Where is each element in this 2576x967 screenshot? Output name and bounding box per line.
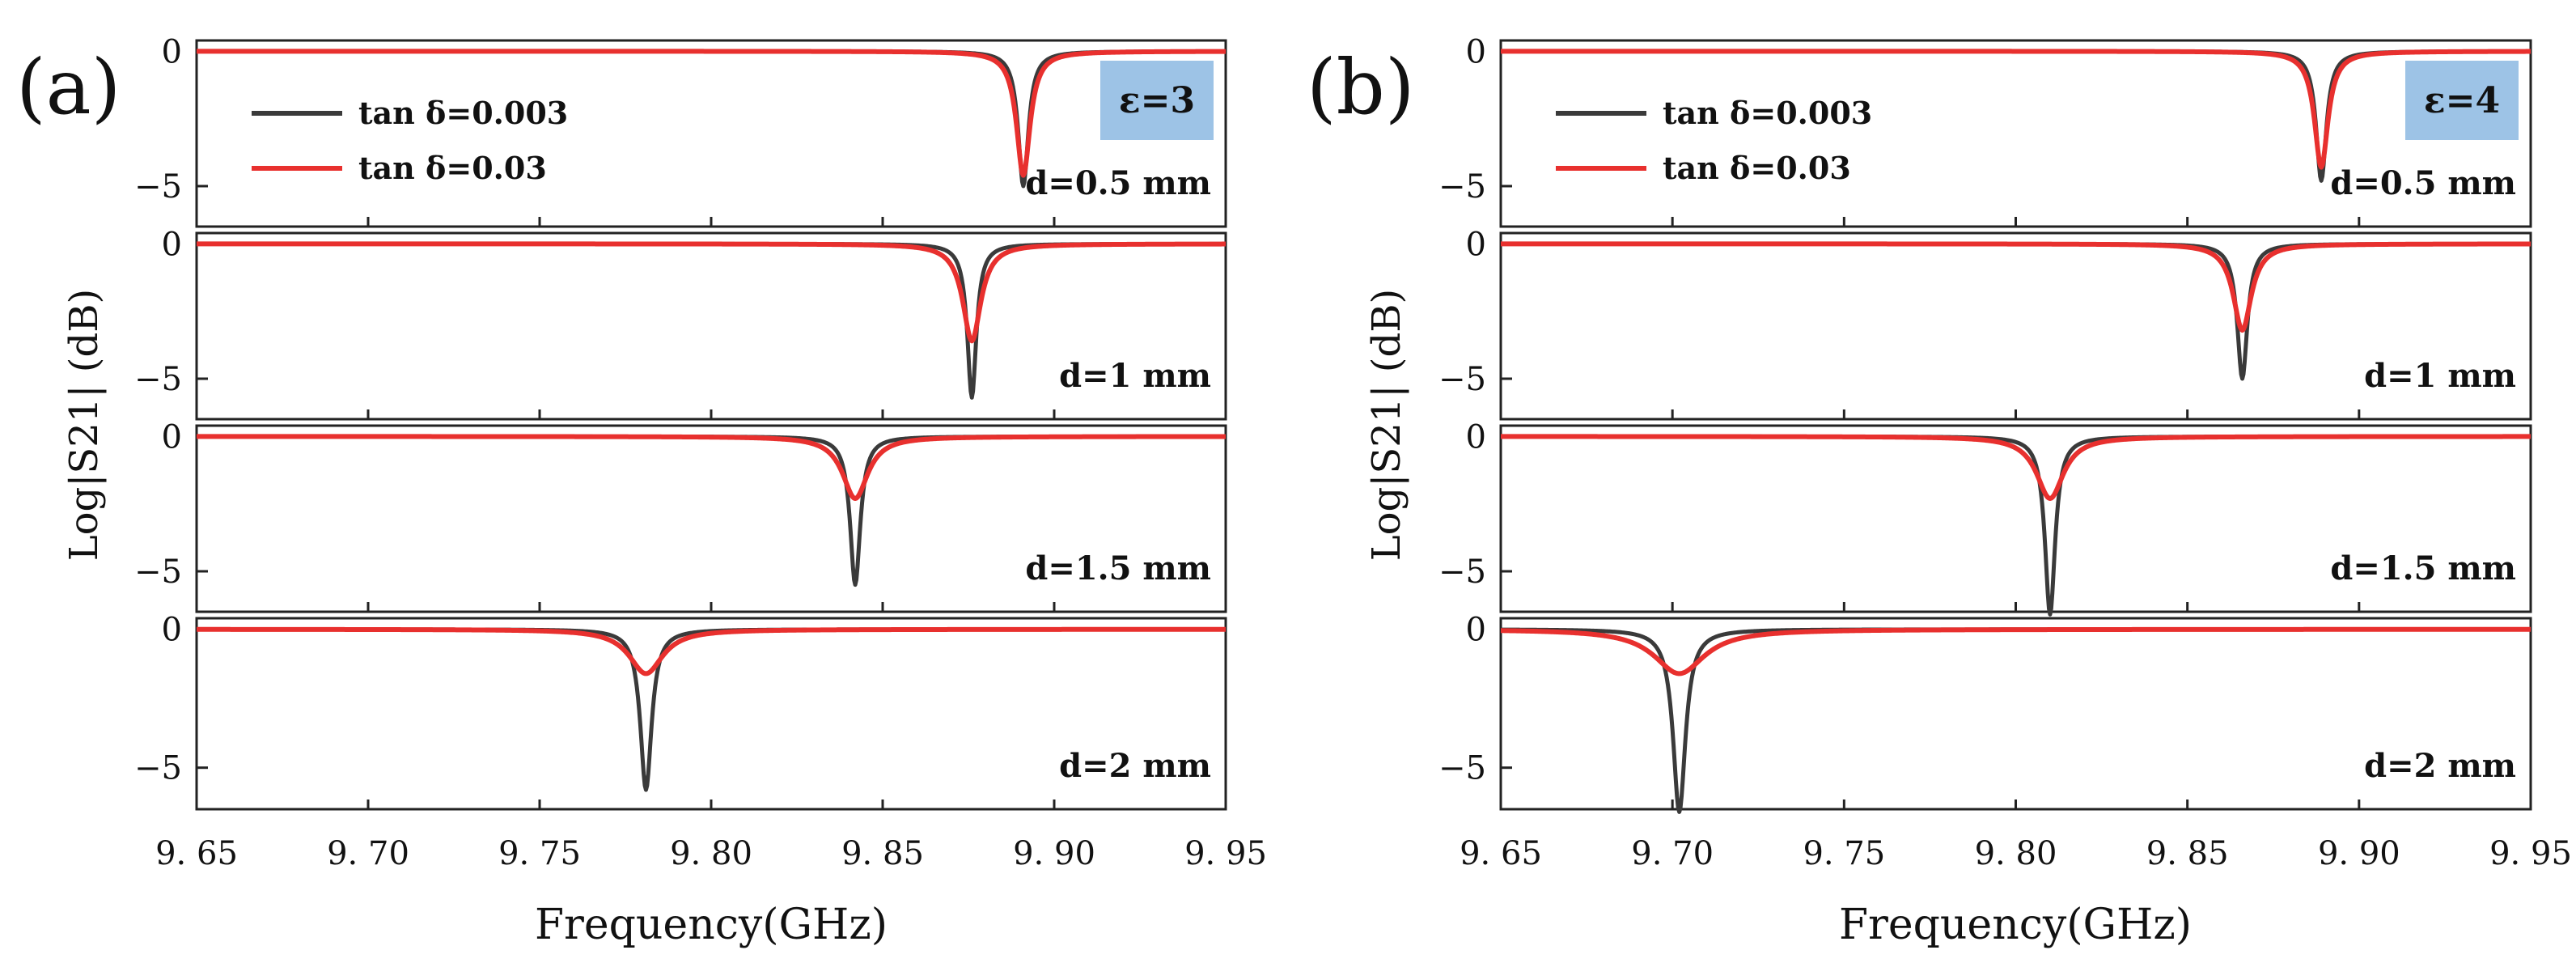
y-tick-label: −5: [134, 750, 182, 787]
thickness-label: d=0.5 mm: [1025, 164, 1211, 202]
x-tick-label: 9. 80: [670, 835, 752, 872]
y-tick-label: −5: [1438, 361, 1486, 398]
epsilon-label: ε=3: [1119, 80, 1195, 121]
series-line-tan-0.03: [195, 49, 1227, 178]
subplot-1: 0 −5 d=0.5 mm: [134, 33, 1227, 228]
plot-frame: [195, 39, 1227, 228]
subplot-4: 0 −5 d=2 mm: [1438, 612, 2532, 814]
thickness-label: d=1 mm: [2364, 357, 2516, 395]
plot-frame: [195, 424, 1227, 613]
series-line-tan-0.03: [1499, 241, 2532, 333]
panel-label: (a): [16, 44, 121, 132]
legend-label: tan δ=0.003: [358, 95, 568, 131]
y-tick-label: −5: [134, 168, 182, 206]
plot-frame: [195, 231, 1227, 421]
series-line-tan-0.03: [1499, 626, 2532, 676]
series-line-tan-0.03: [1499, 434, 2532, 501]
epsilon-badge: [1100, 61, 1214, 140]
subplot-3: 0 −5 d=1.5 mm: [1438, 418, 2532, 617]
subplot-2: 0 −5 d=1 mm: [1438, 226, 2532, 421]
x-tick-label: 9. 90: [1013, 835, 1095, 872]
x-axis-label: Frequency(GHz): [535, 901, 888, 949]
x-tick-label: 9. 95: [1184, 835, 1267, 872]
y-tick-label: 0: [162, 612, 182, 649]
series-line-tan-0.03: [195, 626, 1227, 676]
panel-a: (a) 0 −5 d=0.5 mm 0 −5 d=1 mm 0 −5 d=1.5 mm 0 −5 d=2…: [16, 33, 1267, 949]
x-tick-label: 9. 75: [1803, 835, 1885, 872]
epsilon-badge: [2405, 61, 2519, 140]
panel-label: (b): [1307, 44, 1415, 132]
x-tick-label: 9. 90: [2318, 835, 2400, 872]
y-tick-label: 0: [1466, 418, 1486, 456]
subplot-3: 0 −5 d=1.5 mm: [134, 418, 1227, 613]
epsilon-label: ε=4: [2424, 80, 2500, 121]
y-tick-label: 0: [1466, 612, 1486, 649]
y-tick-label: 0: [162, 226, 182, 263]
legend-label: tan δ=0.003: [1663, 95, 1872, 131]
x-axis-label: Frequency(GHz): [1839, 901, 2192, 949]
y-tick-label: 0: [162, 418, 182, 456]
y-tick-label: −5: [1438, 553, 1486, 591]
panel-b: (b) 0 −5 d=0.5 mm 0 −5 d=1 mm 0 −5 d=1.5 mm 0 −5 d=2…: [1307, 33, 2572, 949]
y-axis-label: Log|S21| (dB): [1364, 289, 1409, 562]
legend-label: tan δ=0.03: [1663, 150, 1851, 186]
x-tick-label: 9. 70: [1631, 835, 1714, 872]
series-line-tan-0.03: [195, 241, 1227, 344]
x-tick-label: 9. 80: [1975, 835, 2057, 872]
y-tick-label: −5: [134, 553, 182, 591]
subplot-1: 0 −5 d=0.5 mm: [1438, 33, 2532, 228]
x-tick-label: 9. 85: [841, 835, 924, 872]
series-line-tan-0.03: [1499, 49, 2532, 170]
thickness-label: d=1.5 mm: [2330, 549, 2516, 587]
y-tick-label: 0: [162, 33, 182, 70]
x-tick-label: 9. 65: [1460, 835, 1542, 872]
y-tick-label: −5: [1438, 168, 1486, 206]
x-tick-label: 9. 65: [155, 835, 238, 872]
subplot-4: 0 −5 d=2 mm: [134, 612, 1227, 811]
plot-frame: [1499, 424, 2532, 613]
plot-frame: [1499, 231, 2532, 421]
thickness-label: d=2 mm: [1059, 747, 1211, 785]
y-tick-label: 0: [1466, 226, 1486, 263]
thickness-label: d=1 mm: [1059, 357, 1211, 395]
x-tick-label: 9. 85: [2146, 835, 2229, 872]
plot-frame: [1499, 39, 2532, 228]
y-axis-label: Log|S21| (dB): [61, 289, 107, 562]
thickness-label: d=0.5 mm: [2330, 164, 2516, 202]
plot-frame: [195, 617, 1227, 811]
y-tick-label: −5: [134, 361, 182, 398]
series-line-tan-0.03: [195, 434, 1227, 501]
y-tick-label: 0: [1466, 33, 1486, 70]
legend-label: tan δ=0.03: [358, 150, 547, 186]
x-tick-label: 9. 75: [498, 835, 581, 872]
x-tick-label: 9. 95: [2489, 835, 2572, 872]
y-tick-label: −5: [1438, 750, 1486, 787]
subplot-2: 0 −5 d=1 mm: [134, 226, 1227, 421]
thickness-label: d=1.5 mm: [1025, 549, 1211, 587]
thickness-label: d=2 mm: [2364, 747, 2516, 785]
x-tick-label: 9. 70: [327, 835, 409, 872]
